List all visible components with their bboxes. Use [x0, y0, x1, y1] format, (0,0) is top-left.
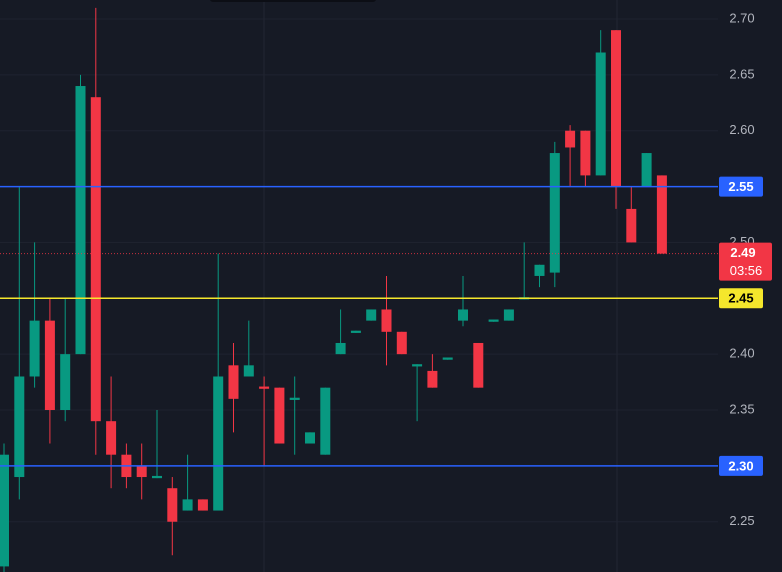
candle-body: [442, 357, 453, 360]
price-line-label-box: [719, 455, 763, 476]
candle-body: [60, 354, 71, 411]
price-line-label: 2.55: [728, 179, 753, 194]
y-tick-label: 2.35: [729, 401, 754, 416]
candle-body: [0, 454, 9, 567]
candle-body: [350, 330, 361, 333]
candle-body: [259, 386, 270, 389]
candle-body: [44, 320, 55, 411]
price-line-label: 2.45: [728, 291, 753, 306]
candle-body: [503, 309, 514, 321]
candle-body: [75, 86, 86, 355]
price-line-label-box: [719, 288, 763, 309]
current-price-label: 2.49: [730, 245, 755, 260]
top-toolbar-edge: [210, 0, 376, 2]
candle-body: [29, 320, 40, 377]
candle-body: [412, 364, 423, 367]
candle-body: [106, 421, 117, 455]
candle-body: [289, 397, 300, 400]
candle-body: [152, 475, 162, 479]
candle-body: [14, 376, 25, 478]
candle-body: [381, 309, 392, 332]
candle-body: [656, 175, 667, 254]
candle-body: [90, 97, 101, 422]
candle-body: [488, 319, 499, 322]
candle-body: [243, 365, 254, 377]
candle-body: [626, 208, 637, 243]
y-tick-label: 2.65: [729, 66, 754, 81]
candle-body: [366, 309, 377, 321]
candle-body: [580, 130, 591, 176]
candle-body: [167, 488, 178, 522]
y-tick-label: 2.25: [729, 513, 754, 528]
candle-body: [197, 499, 208, 511]
candle-body: [565, 130, 576, 148]
y-tick-label: 2.60: [729, 122, 754, 137]
candle-body: [534, 264, 545, 276]
candle-body: [320, 387, 331, 455]
candle-body: [458, 309, 468, 321]
candle-body: [136, 465, 147, 478]
y-tick-label: 2.70: [729, 10, 754, 25]
y-tick-label: 2.40: [729, 346, 754, 361]
candle-body: [473, 342, 484, 388]
candle-body: [228, 365, 239, 399]
candle-body: [396, 331, 407, 355]
candle-body: [595, 52, 606, 176]
candle-body: [274, 387, 285, 444]
current-price-box: [719, 242, 772, 281]
candle-body: [427, 370, 438, 388]
candle-body: [213, 376, 224, 511]
candle-body: [335, 342, 346, 355]
candle-body: [182, 499, 193, 511]
countdown-label: 03:56: [730, 263, 763, 278]
candle-body: [549, 153, 560, 273]
price-line-label: 2.30: [728, 458, 753, 473]
candle-body: [641, 153, 652, 187]
price-line-label-box: [719, 176, 763, 197]
candle-body: [611, 30, 621, 187]
candle-body: [305, 432, 315, 444]
